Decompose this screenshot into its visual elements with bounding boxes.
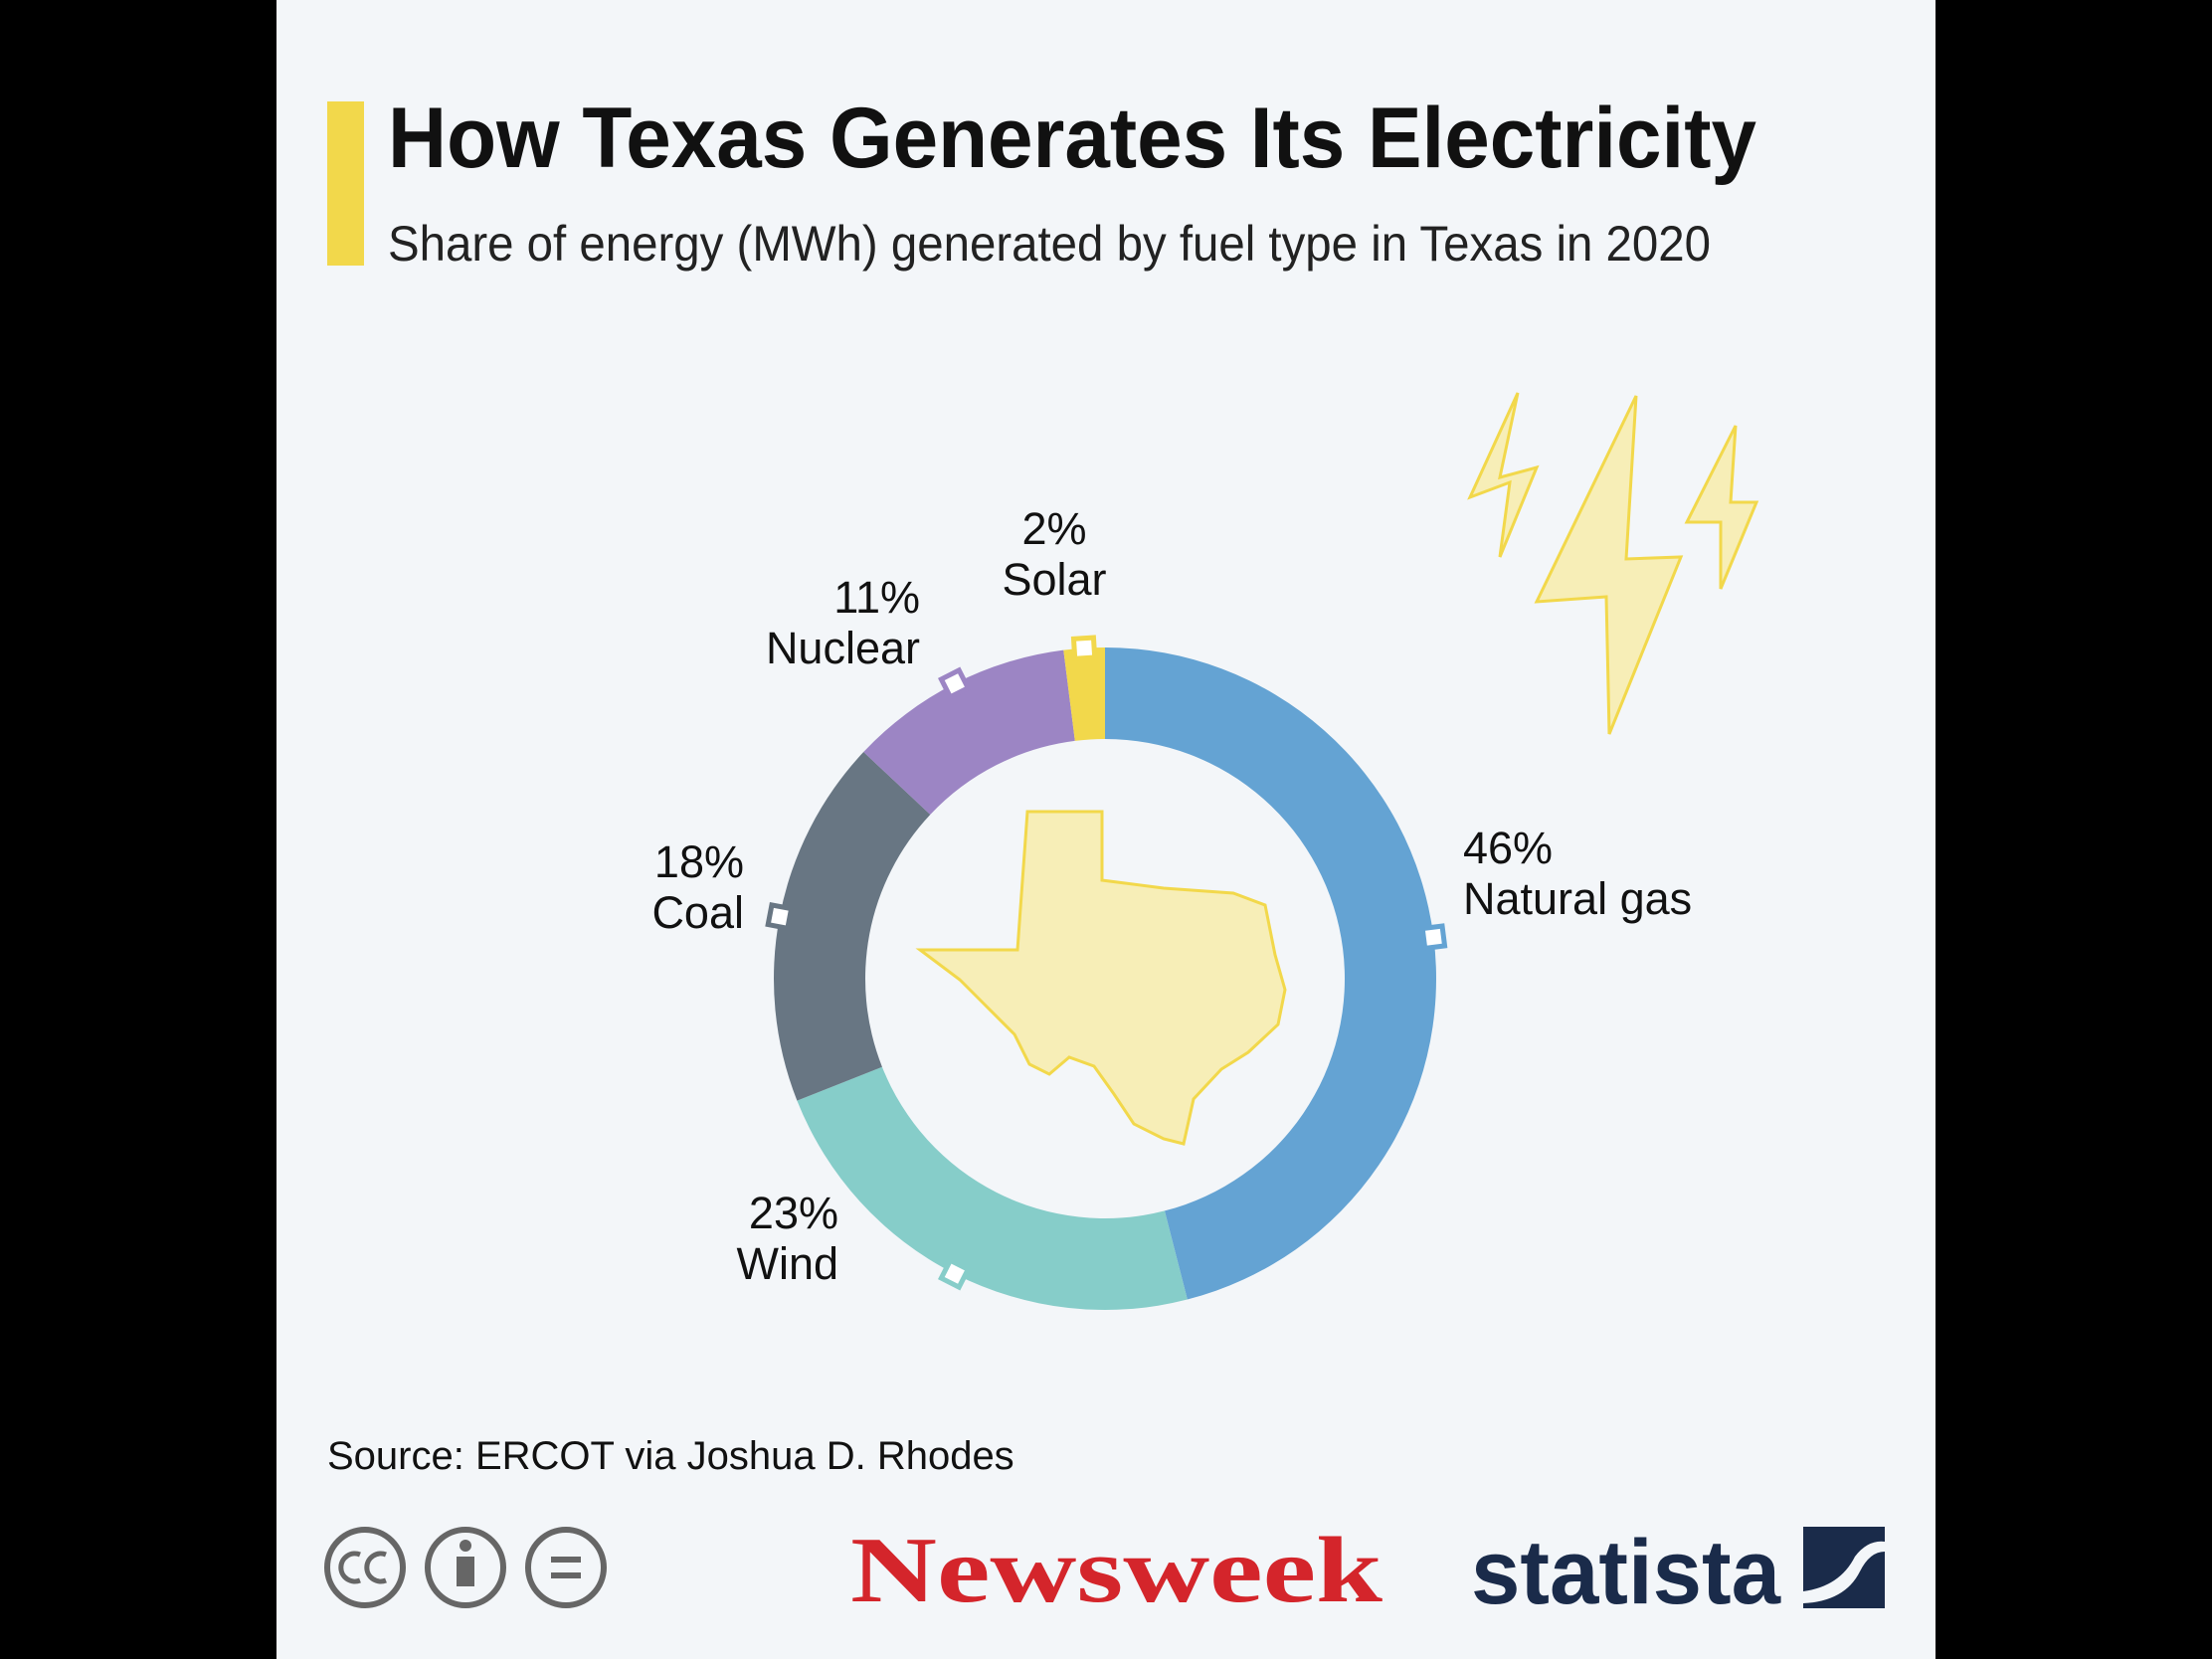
label-marker <box>765 901 795 932</box>
label-marker <box>1070 635 1098 661</box>
value-label: 11% <box>833 572 920 623</box>
category-label: Coal <box>651 887 744 938</box>
chart-subtitle: Share of energy (MWh) generated by fuel … <box>388 216 1711 272</box>
category-label: Nuclear <box>766 623 920 673</box>
donut-segment <box>797 1066 1188 1311</box>
license-icons <box>324 1527 607 1608</box>
value-label: 2% <box>1021 503 1086 554</box>
donut-segment <box>1105 647 1437 1300</box>
label-marker <box>938 1256 972 1291</box>
donut-segment <box>1063 647 1105 741</box>
chart-title: How Texas Generates Its Electricity <box>388 91 1756 186</box>
value-label: 23% <box>749 1188 838 1238</box>
statista-logo: statista <box>1471 1522 1781 1623</box>
category-label: Wind <box>736 1238 838 1289</box>
donut: 46%Natural gas 23%Wind 18%Coal 11%Nuclear 2%… <box>651 503 1692 1311</box>
donut-segment <box>863 649 1075 816</box>
value-label: 18% <box>654 836 744 887</box>
statista-mark <box>1803 1527 1885 1608</box>
card <box>276 0 1936 1659</box>
newsweek-logo: Newsweek <box>850 1519 1383 1622</box>
source: Source: ERCOT via Joshua D. Rhodes <box>327 1434 1014 1478</box>
label-marker <box>1419 923 1448 952</box>
accent-bar <box>327 101 364 266</box>
donut-segment <box>774 752 931 1101</box>
category-label: Natural gas <box>1463 873 1692 924</box>
category-label: Solar <box>1002 554 1106 605</box>
value-label: 46% <box>1463 823 1553 873</box>
texas-map <box>915 810 1287 1146</box>
lightning <box>1467 392 1759 735</box>
label-marker <box>938 666 972 701</box>
